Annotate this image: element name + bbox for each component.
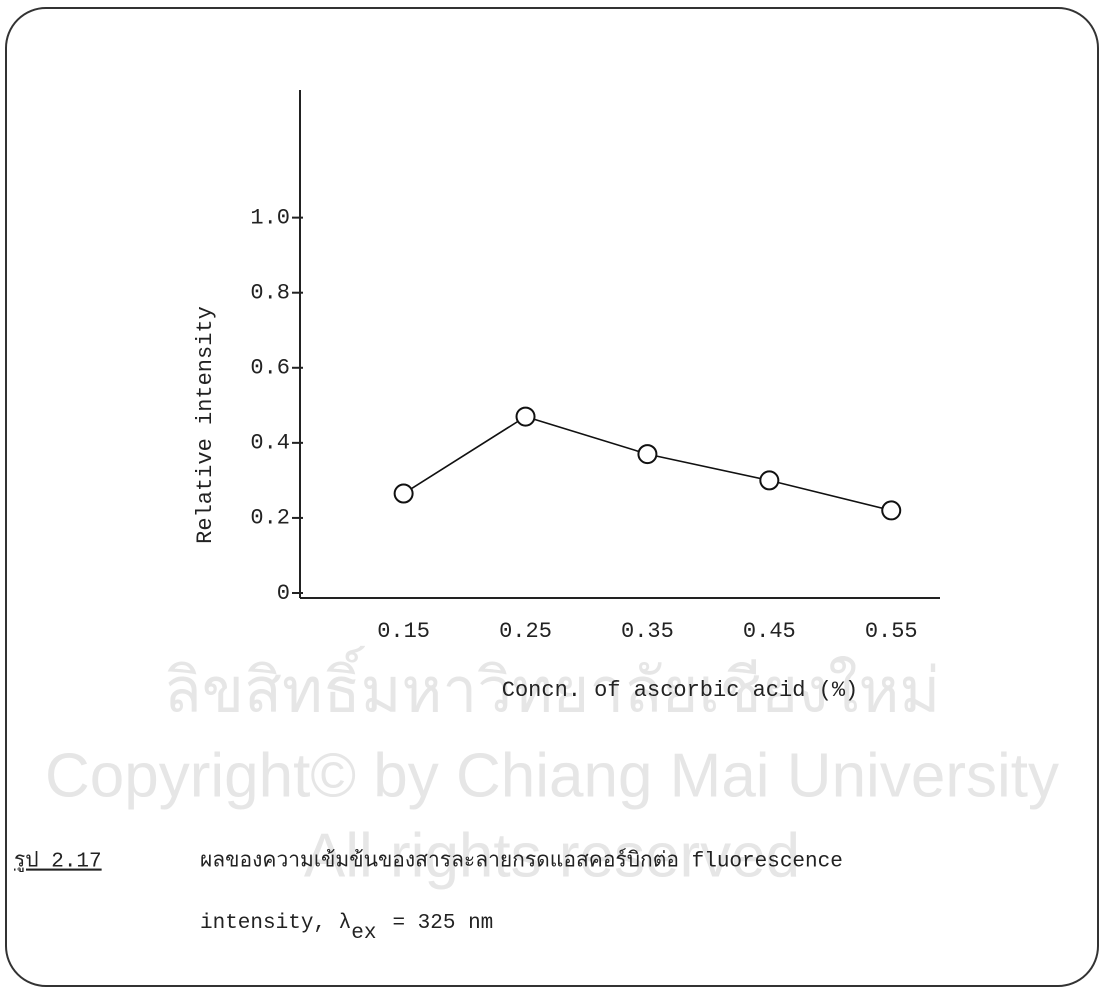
- y-tick-label: 0.2: [250, 506, 290, 531]
- point: [882, 501, 900, 519]
- x-tick-label: 0.55: [865, 619, 918, 644]
- point: [517, 408, 535, 426]
- watermark: Copyright© by Chiang Mai University: [45, 741, 1059, 810]
- y-tick-label: 0.4: [250, 431, 290, 456]
- page: ลิขสิทธิ์มหาวิทยาลัยเชียงใหม่ Copyright©…: [0, 0, 1104, 994]
- x-tick-label: 0.25: [499, 619, 552, 644]
- y-tick-label: 0.6: [250, 356, 290, 381]
- caption-subscript: ex: [351, 922, 376, 945]
- y-tick-label: 0.8: [250, 281, 290, 306]
- x-tick-label: 0.35: [621, 619, 674, 644]
- point: [760, 471, 778, 489]
- caption-line: intensity, λex = 325 nm: [200, 912, 493, 945]
- caption-text: = 325 nm: [392, 912, 493, 935]
- caption-line: ผลของความเข้มข้นของสารละลายกรดแอสคอร์บิก…: [200, 848, 843, 874]
- y-axis-label: Relative intensity: [193, 306, 218, 544]
- caption-text: intensity, λ: [200, 912, 351, 935]
- x-axis-label: Concn. of ascorbic acid (%): [502, 678, 858, 703]
- point: [395, 485, 413, 503]
- y-tick-label: 0: [277, 581, 290, 606]
- point: [638, 445, 656, 463]
- x-tick-label: 0.45: [743, 619, 796, 644]
- x-tick-label: 0.15: [377, 619, 430, 644]
- caption-label: รูป 2.17: [14, 851, 102, 874]
- y-tick-label: 1.0: [250, 205, 290, 230]
